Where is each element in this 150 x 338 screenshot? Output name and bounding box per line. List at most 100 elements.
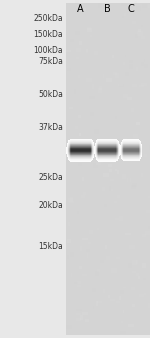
Bar [119,84,124,87]
Bar [78,144,79,145]
Bar [138,156,139,157]
Bar [94,129,99,134]
Bar [72,147,73,148]
Bar [72,157,73,158]
Bar [94,150,95,151]
Bar [141,146,142,147]
Bar [79,140,80,141]
Bar [78,115,81,118]
Bar [120,154,121,155]
Bar [85,52,88,54]
Bar [125,150,126,151]
Bar [101,141,102,142]
Bar [70,44,73,47]
Bar [82,148,83,149]
Bar [131,143,132,144]
Bar [134,146,135,147]
Bar [77,211,79,214]
Bar [104,141,105,142]
Bar [111,141,112,142]
Bar [75,151,76,152]
Bar [86,147,87,148]
Bar [131,159,132,160]
Bar [126,139,127,140]
Bar [114,148,115,149]
Bar [136,157,137,158]
Bar [69,143,70,144]
Bar [71,155,72,156]
Bar [97,269,100,272]
Bar [123,150,124,151]
Bar [91,139,92,140]
Bar [133,148,134,149]
Bar [134,140,135,141]
Bar [128,141,129,142]
Bar [112,55,114,57]
Bar [96,141,97,142]
Bar [98,149,99,150]
Bar [105,143,106,144]
Bar [126,160,127,161]
Bar [118,150,119,151]
Bar [108,150,109,151]
Bar [73,145,74,146]
Bar [69,160,70,161]
Bar [84,140,85,141]
Bar [84,157,85,158]
Bar [139,294,144,297]
Bar [91,155,92,156]
Bar [106,148,107,149]
Bar [105,155,106,156]
Bar [109,149,110,150]
Bar [132,152,133,153]
Bar [106,141,107,142]
Bar [115,160,116,161]
Bar [130,141,131,142]
Bar [85,159,86,160]
Bar [68,142,69,143]
Bar [118,143,119,144]
Bar [81,146,82,147]
Bar [68,159,69,160]
Bar [84,146,85,147]
Bar [100,139,101,140]
Bar [85,140,86,141]
Bar [142,137,148,140]
Bar [125,140,126,141]
Bar [69,154,70,155]
Bar [117,143,118,144]
Bar [84,141,85,142]
Bar [75,143,76,144]
Bar [105,147,106,148]
Bar [108,160,109,161]
Bar [66,153,67,154]
Bar [111,151,112,152]
Bar [88,140,89,141]
Bar [130,152,131,153]
Bar [87,145,88,146]
Bar [79,158,80,159]
Bar [112,144,113,145]
Bar [115,149,116,150]
Bar [129,155,130,156]
Bar [108,164,112,167]
Bar [134,159,135,160]
Bar [82,158,83,159]
Bar [79,152,80,153]
Bar [117,151,118,152]
Bar [73,140,74,141]
Bar [141,147,142,148]
Bar [90,141,91,142]
Bar [66,325,72,329]
Bar [97,145,100,147]
Bar [85,153,86,154]
Bar [121,155,122,156]
Bar [79,147,80,148]
Bar [119,153,120,154]
Bar [111,140,112,141]
Bar [103,139,104,140]
Bar [119,151,120,152]
Bar [94,51,98,55]
Bar [113,143,114,144]
Bar [138,155,139,156]
